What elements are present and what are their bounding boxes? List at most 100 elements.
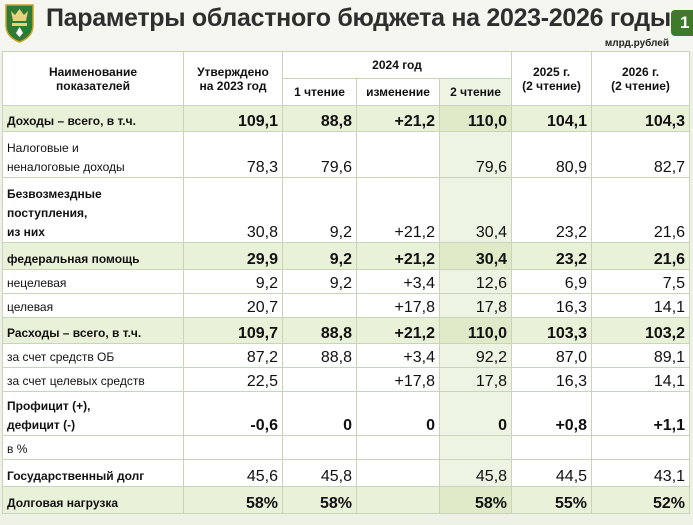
cell-2024-reading-2: 17,8 bbox=[438, 293, 513, 318]
table-row: нецелевая 9,2 9,2 +3,4 12,6 6,9 7,5 bbox=[2, 269, 691, 294]
cell-2025: 16,3 bbox=[511, 293, 593, 318]
row-label: за счет целевых средств bbox=[2, 367, 184, 392]
header-name: Наименование показателей bbox=[2, 51, 184, 106]
cell-2026: 104,3 bbox=[591, 105, 691, 132]
table-row: Долговая нагрузка 58% 58% 58% 55% 52% bbox=[2, 486, 691, 514]
cell-2026 bbox=[591, 435, 691, 460]
cell-2026: 7,5 bbox=[591, 269, 691, 294]
header-2024-reading-2: 2 чтение bbox=[438, 78, 513, 106]
cell-2026: 89,1 bbox=[591, 343, 691, 368]
cell-approved-2023: 45,6 bbox=[183, 459, 283, 487]
cell-2026: 43,1 bbox=[591, 459, 691, 487]
row-label: Государственный долг bbox=[2, 459, 184, 487]
cell-approved-2023: 9,2 bbox=[183, 269, 283, 294]
cell-2025: 23,2 bbox=[511, 242, 593, 270]
cell-2025: 80,9 bbox=[511, 131, 593, 178]
units-label: млрд.рублей bbox=[604, 38, 669, 49]
cell-2024-reading-2: 110,0 bbox=[438, 317, 513, 344]
cell-2024-change: +21,2 bbox=[356, 242, 440, 270]
row-label: за счет средств ОБ bbox=[2, 343, 184, 368]
header-2025: 2025 г. (2 чтение) bbox=[511, 51, 593, 106]
cell-2024-reading-1: 9,2 bbox=[282, 177, 357, 243]
table-row: за счет целевых средств 22,5 +17,8 17,8 16,3… bbox=[2, 367, 691, 392]
cell-2025: 104,1 bbox=[511, 105, 593, 132]
cell-2024-reading-1: 9,2 bbox=[282, 269, 357, 294]
cell-2025: 16,3 bbox=[511, 367, 593, 392]
cell-2024-reading-1: 0 bbox=[282, 391, 357, 436]
cell-2024-change: +17,8 bbox=[356, 293, 440, 318]
header-2024-reading-1: 1 чтение bbox=[282, 78, 357, 106]
cell-2024-reading-2: 45,8 bbox=[438, 459, 513, 487]
table-row: Налоговые и неналоговые доходы 78,3 79,6 79,… bbox=[2, 131, 691, 178]
cell-approved-2023: 87,2 bbox=[183, 343, 283, 368]
cell-2025: 87,0 bbox=[511, 343, 593, 368]
cell-2024-change bbox=[356, 131, 440, 178]
row-label: федеральная помощь bbox=[2, 242, 184, 270]
cell-2024-reading-2: 110,0 bbox=[438, 105, 513, 132]
cell-2026: 14,1 bbox=[591, 293, 691, 318]
cell-approved-2023: 29,9 bbox=[183, 242, 283, 270]
cell-2026: 21,6 bbox=[591, 242, 691, 270]
cell-2025: +0,8 bbox=[511, 391, 593, 436]
cell-2024-reading-2: 30,4 bbox=[438, 177, 513, 243]
slide-header: Параметры областного бюджета на 2023-202… bbox=[0, 0, 693, 52]
table-row: за счет средств ОБ 87,2 88,8 +3,4 92,2 87,0 89… bbox=[2, 343, 691, 368]
table-row: Доходы – всего, в т.ч. 109,1 88,8 +21,2 110,… bbox=[2, 105, 691, 132]
cell-2024-change: +21,2 bbox=[356, 317, 440, 344]
cell-2025: 23,2 bbox=[511, 177, 593, 243]
header-2024-change: изменение bbox=[356, 78, 440, 106]
cell-2024-change bbox=[356, 459, 440, 487]
cell-2024-reading-2: 30,4 bbox=[438, 242, 513, 270]
cell-2024-reading-1: 88,8 bbox=[282, 317, 357, 344]
row-label: нецелевая bbox=[2, 269, 184, 294]
cell-2024-reading-2: 92,2 bbox=[438, 343, 513, 368]
cell-approved-2023: 78,3 bbox=[183, 131, 283, 178]
cell-2024-change bbox=[356, 435, 440, 460]
cell-2024-reading-1: 88,8 bbox=[282, 343, 357, 368]
cell-approved-2023: 109,7 bbox=[183, 317, 283, 344]
header-approved-2023: Утверждено на 2023 год bbox=[183, 51, 283, 106]
cell-2026: 14,1 bbox=[591, 367, 691, 392]
table-row: Безвозмездные поступления, из них 30,8 9,2 +2… bbox=[2, 177, 691, 243]
table-row: Государственный долг 45,6 45,8 45,8 44,5 43,1 bbox=[2, 459, 691, 487]
cell-2024-reading-2: 58% bbox=[438, 486, 513, 514]
cell-approved-2023: 109,1 bbox=[183, 105, 283, 132]
row-label: Профицит (+), дефицит (-) bbox=[2, 391, 184, 436]
table-row: целевая 20,7 +17,8 17,8 16,3 14,1 bbox=[2, 293, 691, 318]
cell-2024-reading-1 bbox=[282, 367, 357, 392]
header-2024: 2024 год bbox=[281, 51, 513, 79]
cell-2026: 103,2 bbox=[591, 317, 691, 344]
row-label: Долговая нагрузка bbox=[2, 486, 184, 514]
cell-2025: 44,5 bbox=[511, 459, 593, 487]
budget-table: Наименование показателей Утверждено на 202… bbox=[2, 51, 691, 514]
cell-2024-reading-2: 79,6 bbox=[438, 131, 513, 178]
cell-approved-2023: 58% bbox=[183, 486, 283, 514]
table-row: Профицит (+), дефицит (-) -0,6 0 0 0 +0,8 +1,1 bbox=[2, 391, 691, 436]
cell-2024-reading-1: 9,2 bbox=[282, 242, 357, 270]
cell-2025: 6,9 bbox=[511, 269, 593, 294]
header-2026: 2026 г. (2 чтение) bbox=[591, 51, 691, 106]
row-label: в % bbox=[2, 435, 184, 460]
cell-2024-reading-2 bbox=[438, 435, 513, 460]
cell-2024-change: +21,2 bbox=[356, 105, 440, 132]
cell-2024-reading-2: 0 bbox=[438, 391, 513, 436]
cell-2024-reading-1: 45,8 bbox=[282, 459, 357, 487]
cell-2024-change bbox=[356, 486, 440, 514]
table-body: Доходы – всего, в т.ч. 109,1 88,8 +21,2 110,… bbox=[2, 105, 691, 514]
cell-2024-reading-1 bbox=[282, 293, 357, 318]
cell-2025 bbox=[511, 435, 593, 460]
row-label: целевая bbox=[2, 293, 184, 318]
page-number-badge: 1 bbox=[671, 10, 693, 36]
coat-of-arms-icon bbox=[5, 4, 34, 43]
page-title: Параметры областного бюджета на 2023-202… bbox=[46, 4, 671, 32]
cell-2025: 103,3 bbox=[511, 317, 593, 344]
cell-2024-change: +3,4 bbox=[356, 269, 440, 294]
cell-2024-reading-1 bbox=[282, 435, 357, 460]
cell-2024-change: 0 bbox=[356, 391, 440, 436]
cell-2025: 55% bbox=[511, 486, 593, 514]
row-label: Доходы – всего, в т.ч. bbox=[2, 105, 184, 132]
cell-2024-reading-1: 79,6 bbox=[282, 131, 357, 178]
cell-2024-reading-2: 17,8 bbox=[438, 367, 513, 392]
cell-approved-2023: -0,6 bbox=[183, 391, 283, 436]
cell-approved-2023 bbox=[183, 435, 283, 460]
